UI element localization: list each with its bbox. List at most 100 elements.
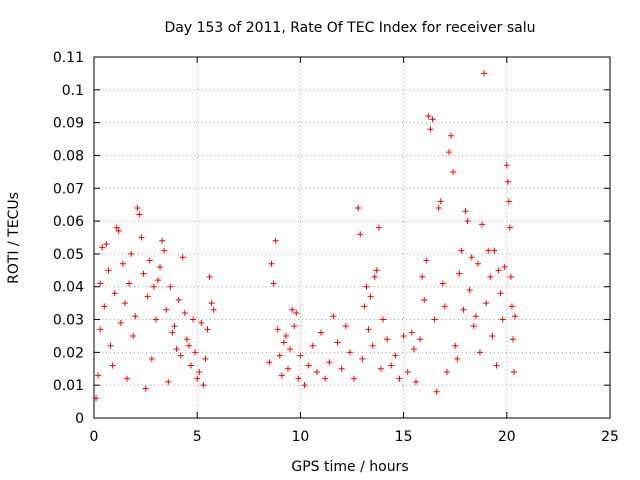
data-point <box>163 306 170 313</box>
data-point <box>505 198 512 205</box>
data-point <box>351 375 358 382</box>
data-point <box>196 369 203 376</box>
data-point <box>173 346 180 353</box>
data-point <box>190 316 197 323</box>
data-point <box>423 257 430 264</box>
x-tick-labels: 0 5 10 15 20 25 <box>90 429 619 445</box>
data-point <box>295 375 302 382</box>
data-point <box>388 362 395 369</box>
data-point <box>313 369 320 376</box>
data-point <box>375 224 382 231</box>
x-tick-label: 0 <box>90 429 99 445</box>
data-point <box>113 224 120 231</box>
data-point <box>462 208 469 215</box>
data-point <box>175 296 182 303</box>
data-point <box>132 313 139 320</box>
data-point <box>285 365 292 372</box>
data-point <box>410 346 417 353</box>
data-point <box>373 267 380 274</box>
data-point <box>121 300 128 307</box>
y-tick-label: 0 <box>75 411 84 427</box>
data-point <box>183 336 190 343</box>
data-point <box>508 303 515 310</box>
data-point <box>152 316 159 323</box>
data-point <box>194 375 201 382</box>
data-point <box>495 267 502 274</box>
data-point <box>101 303 108 310</box>
data-point <box>489 332 496 339</box>
data-point <box>330 313 337 320</box>
data-point <box>165 378 172 385</box>
x-tick-label: 25 <box>601 429 619 445</box>
data-point <box>396 375 403 382</box>
data-point <box>460 306 467 313</box>
data-point <box>476 349 483 356</box>
data-point <box>206 273 213 280</box>
data-point <box>270 280 277 287</box>
x-tick-label: 10 <box>291 429 309 445</box>
data-point <box>454 355 461 362</box>
y-tick-labels: 0 0.01 0.02 0.03 0.04 0.05 0.06 0.07 0.08 0.09 0.1… <box>53 50 84 427</box>
data-point <box>408 329 415 336</box>
data-points <box>93 70 519 402</box>
data-point <box>136 211 143 218</box>
y-tick-label: 0.04 <box>53 280 84 296</box>
data-point <box>322 375 329 382</box>
data-point <box>458 247 465 254</box>
data-point <box>276 352 283 359</box>
y-tick-label: 0.05 <box>53 247 84 263</box>
data-point <box>126 280 133 287</box>
data-point <box>297 352 304 359</box>
data-point <box>433 388 440 395</box>
data-point <box>305 362 312 369</box>
data-point <box>144 293 151 300</box>
data-point <box>363 283 370 290</box>
data-point <box>470 323 477 330</box>
data-point <box>115 227 122 234</box>
data-point <box>443 369 450 376</box>
data-point <box>365 326 372 333</box>
data-point <box>400 332 407 339</box>
data-point <box>384 336 391 343</box>
data-point <box>342 323 349 330</box>
data-point <box>435 204 442 211</box>
y-tick-label: 0.06 <box>53 214 84 230</box>
data-point <box>278 372 285 379</box>
data-point <box>439 280 446 287</box>
data-point <box>369 342 376 349</box>
data-point <box>140 270 147 277</box>
data-point <box>109 362 116 369</box>
data-point <box>379 316 386 323</box>
data-point <box>309 342 316 349</box>
data-point <box>202 355 209 362</box>
data-point <box>177 352 184 359</box>
data-point <box>318 329 325 336</box>
data-point <box>421 296 428 303</box>
data-point <box>185 342 192 349</box>
data-point <box>130 332 137 339</box>
data-point <box>103 241 110 248</box>
data-point <box>169 329 176 336</box>
data-point <box>404 369 411 376</box>
y-tick-label: 0.03 <box>53 313 84 329</box>
data-point <box>105 267 112 274</box>
data-point <box>338 365 345 372</box>
y-tick-label: 0.01 <box>53 378 84 394</box>
x-tick-label: 5 <box>193 429 202 445</box>
data-point <box>427 126 434 133</box>
data-point <box>437 198 444 205</box>
data-point <box>119 260 126 267</box>
data-point <box>507 273 514 280</box>
data-point <box>392 352 399 359</box>
data-point <box>95 372 102 379</box>
data-point <box>483 300 490 307</box>
data-point <box>124 375 131 382</box>
data-point <box>448 132 455 139</box>
data-point <box>171 323 178 330</box>
data-point <box>501 264 508 271</box>
data-point <box>485 247 492 254</box>
data-point <box>446 149 453 156</box>
data-point <box>359 355 366 362</box>
y-tick-label: 0.09 <box>53 116 84 132</box>
data-point <box>204 326 211 333</box>
